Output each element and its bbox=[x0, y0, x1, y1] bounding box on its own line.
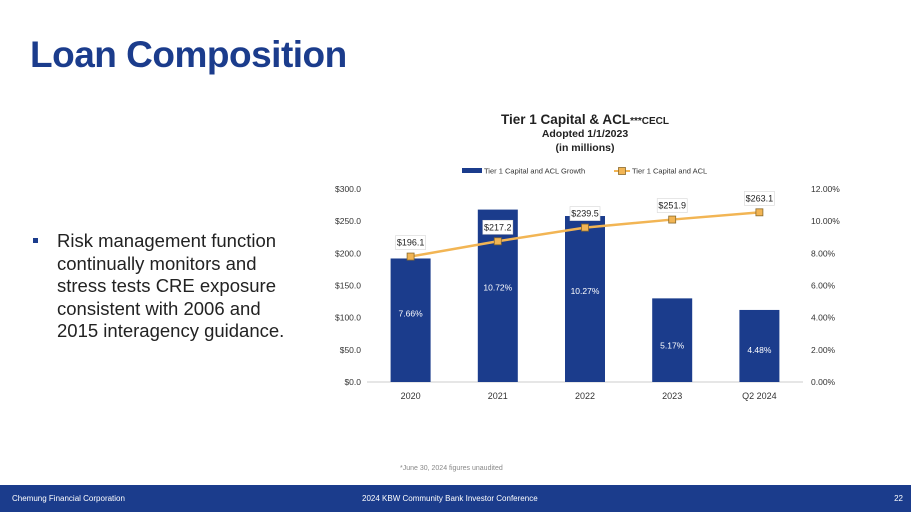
line-data-label: $196.1 bbox=[397, 238, 425, 248]
y-right-tick-label: 10.00% bbox=[811, 216, 840, 226]
page-number: 22 bbox=[894, 494, 903, 503]
chart-units: (in millions) bbox=[555, 142, 615, 154]
y-right-tick-label: 2.00% bbox=[811, 345, 836, 355]
legend-line-label: Tier 1 Capital and ACL bbox=[632, 167, 707, 176]
chart-title-suffix: ***CECL bbox=[630, 116, 669, 127]
footer-bar: Chemung Financial Corporation 2024 KBW C… bbox=[0, 485, 911, 512]
line-point bbox=[668, 215, 677, 224]
bar-data-label: 5.17% bbox=[660, 341, 685, 351]
bar bbox=[390, 258, 431, 382]
y-left-tick-label: $50.0 bbox=[340, 345, 362, 355]
combo-chart: $0.0 $50.0 $100.0 $150.0 $200.0 $250.0 $300.0 0… bbox=[335, 167, 840, 402]
bullet-text: Risk management function continually mon… bbox=[57, 230, 285, 341]
line-point bbox=[406, 252, 415, 261]
line-data-label: $239.5 bbox=[571, 209, 599, 219]
x-tick-label: 2023 bbox=[662, 391, 682, 401]
x-tick-label: 2020 bbox=[401, 391, 421, 401]
line-point bbox=[493, 237, 502, 246]
line-data-label: $217.2 bbox=[484, 222, 512, 232]
line-point bbox=[581, 223, 589, 232]
x-tick-label: Q2 2024 bbox=[742, 391, 777, 401]
y-right-tick-label: 8.00% bbox=[811, 248, 836, 258]
bar-data-label: 4.48% bbox=[747, 345, 772, 355]
legend-bar-swatch bbox=[462, 168, 482, 173]
square-bullet-icon bbox=[33, 238, 38, 243]
y-left-tick-label: $150.0 bbox=[335, 281, 361, 291]
legend-bar-label: Tier 1 Capital and ACL Growth bbox=[484, 167, 585, 176]
page-title: Loan Composition bbox=[30, 34, 347, 75]
bar-data-label: 10.27% bbox=[571, 286, 600, 296]
footnote: *June 30, 2024 figures unaudited bbox=[400, 465, 503, 472]
legend-line-marker bbox=[618, 167, 626, 175]
y-right-tick-label: 4.00% bbox=[811, 313, 836, 323]
y-right-tick-label: 12.00% bbox=[811, 184, 840, 194]
footer-company: Chemung Financial Corporation bbox=[12, 494, 125, 503]
chart-title-block: Tier 1 Capital & ACL***CECL Adopted 1/1/… bbox=[430, 112, 740, 155]
line-label-box bbox=[569, 206, 601, 221]
x-tick-label: 2022 bbox=[575, 391, 595, 401]
bar bbox=[739, 309, 780, 382]
bullet-list: Risk management function continually mon… bbox=[32, 230, 302, 343]
bar-data-label: 10.72% bbox=[483, 283, 512, 293]
bar bbox=[565, 216, 605, 382]
y-left-tick-label: $100.0 bbox=[335, 313, 361, 323]
line-label-box bbox=[656, 198, 688, 213]
bar bbox=[652, 298, 693, 382]
y-left-tick-label: $300.0 bbox=[335, 184, 361, 194]
bar bbox=[477, 209, 518, 382]
footer-event: 2024 KBW Community Bank Investor Confere… bbox=[362, 494, 538, 503]
bullet-item: Risk management function continually mon… bbox=[32, 230, 302, 343]
line-data-label: $251.9 bbox=[658, 201, 686, 211]
x-tick-label: 2021 bbox=[488, 391, 508, 401]
line-data-label: $263.1 bbox=[746, 193, 774, 203]
line-point bbox=[755, 208, 764, 217]
chart-subtitle: Adopted 1/1/2023 bbox=[541, 128, 629, 140]
y-left-tick-label: $200.0 bbox=[335, 248, 361, 258]
bar-data-label: 7.66% bbox=[399, 309, 424, 319]
y-left-tick-label: $250.0 bbox=[335, 216, 361, 226]
y-right-tick-label: 0.00% bbox=[811, 377, 836, 387]
line-label-box bbox=[482, 219, 514, 235]
y-left-tick-label: $0.0 bbox=[344, 377, 361, 387]
chart-title: Tier 1 Capital & ACL***CECL bbox=[501, 112, 669, 127]
line-label-box bbox=[395, 235, 426, 250]
line-label-box bbox=[744, 191, 775, 206]
y-right-tick-label: 6.00% bbox=[811, 281, 836, 291]
